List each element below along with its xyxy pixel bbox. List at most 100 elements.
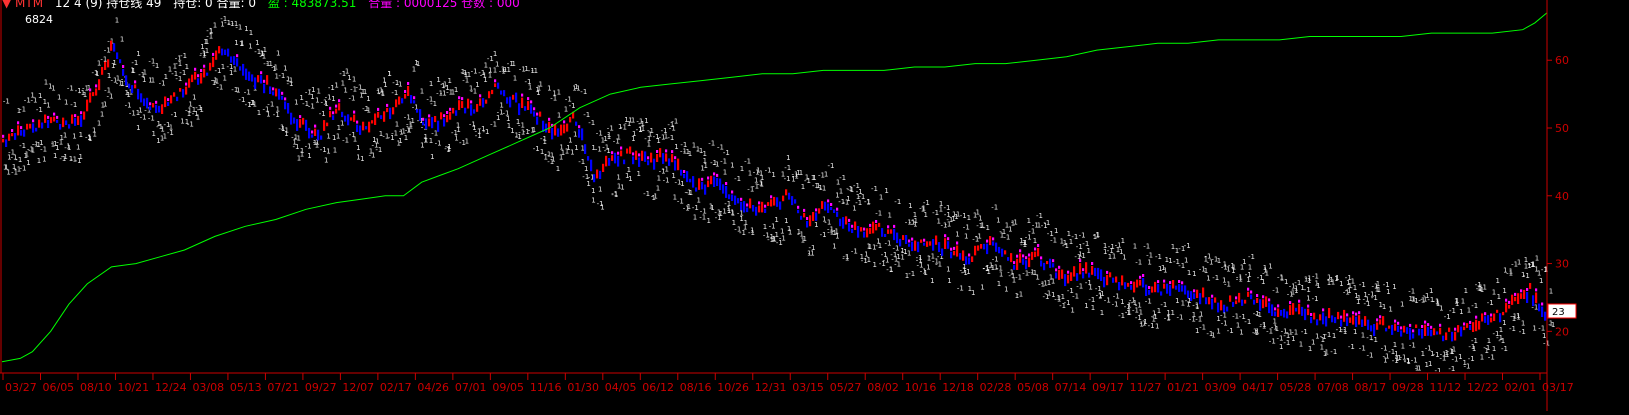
- x-tick-label: 08/17: [1355, 381, 1387, 394]
- x-tick-label: 02/28: [980, 381, 1012, 394]
- trade-mark-label: 1: [967, 214, 971, 222]
- signal-mark: [1409, 323, 1412, 327]
- signal-mark: [671, 150, 674, 154]
- trade-mark-label: -1: [792, 170, 799, 178]
- price-bar: [1460, 326, 1463, 337]
- trade-mark-label: -1: [737, 210, 744, 218]
- trade-mark-label: -1: [819, 185, 826, 193]
- trade-mark-label: 1: [326, 147, 330, 155]
- trade-mark-label: 1: [1004, 285, 1008, 293]
- trade-mark-label: 1: [673, 194, 677, 202]
- trade-mark-label: 1: [1139, 308, 1143, 316]
- trade-mark-label: -1: [988, 264, 995, 272]
- trade-mark-label: -1: [588, 173, 595, 181]
- trade-mark-label: 1: [772, 235, 776, 243]
- trade-mark-label: 1: [603, 135, 607, 143]
- trade-mark-label: 1: [1452, 345, 1456, 353]
- price-bar: [26, 123, 29, 130]
- price-bar: [455, 110, 458, 116]
- price-bar: [383, 111, 386, 122]
- price-bar: [275, 88, 278, 97]
- trade-mark-label: -1: [830, 229, 837, 237]
- price-bar: [533, 111, 536, 117]
- trade-mark-label: -1: [111, 77, 118, 85]
- x-tick-label: 12/18: [942, 381, 974, 394]
- signal-mark: [836, 207, 839, 211]
- trade-mark-label: -1: [1371, 336, 1378, 344]
- trade-mark-label: 1: [628, 116, 632, 124]
- trade-mark-label: -1: [885, 239, 892, 247]
- price-bar: [209, 62, 212, 71]
- trade-mark-label: 1: [1383, 356, 1387, 364]
- price-bar: [575, 121, 578, 126]
- trade-mark-label: -1: [1471, 302, 1478, 310]
- trade-mark-label: -1: [1132, 307, 1139, 315]
- price-bar: [1406, 327, 1409, 334]
- price-bar: [1517, 293, 1520, 304]
- trade-mark-label: 1: [1549, 319, 1553, 327]
- price-bar: [1454, 331, 1457, 341]
- price-bar: [1520, 293, 1523, 299]
- trade-mark-label: 1: [1516, 314, 1520, 322]
- trade-mark-label: 1: [656, 137, 660, 145]
- trade-mark-label: 1: [1226, 265, 1230, 273]
- price-bar: [44, 114, 47, 123]
- trade-mark-label: 1: [1428, 360, 1432, 368]
- price-bar: [2, 138, 5, 143]
- x-tick-label: 12/31: [755, 381, 787, 394]
- price-bar: [1463, 326, 1466, 331]
- trade-mark-label: -1: [1266, 328, 1273, 336]
- trade-mark-label: -1: [871, 185, 878, 193]
- price-bar: [1157, 284, 1160, 293]
- trade-mark-label: 1: [1531, 261, 1535, 269]
- trade-mark-label: 1: [116, 75, 120, 83]
- x-tick-label: 05/28: [1280, 381, 1312, 394]
- x-tick-label: 12/07: [342, 381, 374, 394]
- trade-mark-label: -1: [820, 231, 827, 239]
- trade-mark-label: -1: [436, 90, 443, 98]
- trade-mark-label: -1: [957, 284, 964, 292]
- price-bar: [605, 155, 608, 167]
- trade-mark-label: 1: [607, 131, 611, 139]
- price-bar: [1286, 311, 1289, 319]
- trade-mark-label: 1: [257, 109, 261, 117]
- trade-mark-label: -1: [479, 125, 486, 133]
- trade-mark-label: 1: [797, 228, 801, 236]
- trade-mark-label: 1: [1499, 326, 1503, 334]
- trade-mark-label: 1: [397, 139, 401, 147]
- signal-mark: [893, 224, 896, 228]
- trade-mark-label: 1: [564, 106, 568, 114]
- trade-mark-label: -1: [364, 107, 371, 115]
- trade-mark-label: 1: [1171, 309, 1175, 317]
- price-bar: [833, 209, 836, 213]
- price-bar: [497, 82, 500, 89]
- trade-mark-label: 1: [1516, 312, 1520, 320]
- trade-mark-label: 1: [324, 100, 328, 108]
- price-bar: [563, 124, 566, 134]
- trade-mark-label: 1: [796, 169, 800, 177]
- trade-mark-label: 1: [1401, 342, 1405, 350]
- price-bar: [770, 199, 773, 207]
- signal-mark: [548, 117, 551, 121]
- price-bar: [404, 94, 407, 99]
- trade-mark-label: -1: [231, 20, 238, 28]
- trade-mark-label: 1: [1492, 345, 1496, 353]
- price-bar: [851, 228, 854, 233]
- trade-mark-label: 1: [763, 223, 767, 231]
- trade-mark-label: -1: [475, 127, 482, 135]
- trade-mark-label: 1: [570, 149, 574, 157]
- x-tick-label: 09/05: [492, 381, 524, 394]
- trade-mark-label: -1: [861, 257, 868, 265]
- trade-mark-label: 1: [1291, 288, 1295, 296]
- x-tick-label: 10/21: [117, 381, 149, 394]
- trade-mark-label: -1: [1425, 345, 1432, 353]
- trade-mark-label: 1: [627, 166, 631, 174]
- signal-mark: [731, 190, 734, 194]
- trade-mark-label: -1: [1447, 348, 1454, 356]
- trade-mark-label: -1: [1245, 271, 1252, 279]
- trade-mark-label: 1: [740, 165, 744, 173]
- trade-mark-label: 1: [286, 76, 290, 84]
- price-bar: [1052, 263, 1055, 268]
- trade-mark-label: 1: [1232, 263, 1236, 271]
- trade-mark-label: 1: [1524, 263, 1528, 271]
